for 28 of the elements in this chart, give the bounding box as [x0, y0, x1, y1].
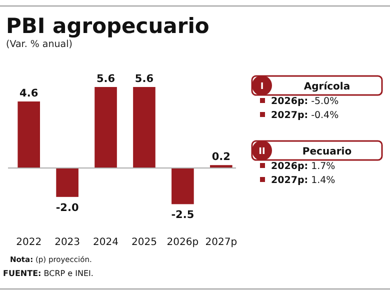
- chart-subtitle: (Var. % anual): [6, 39, 72, 50]
- bar: [133, 87, 156, 168]
- data-label: -2.5: [171, 209, 194, 222]
- text: Agrícola: [304, 82, 350, 92]
- text: I: [260, 82, 264, 92]
- text: 2026p: 1.7%: [271, 161, 336, 172]
- data-label: 4.6: [20, 87, 38, 100]
- bar: [18, 101, 40, 168]
- text: Pecuario: [302, 146, 352, 158]
- x-tick-label: 2024: [93, 237, 118, 248]
- bar: [172, 168, 194, 204]
- text: 2027p: -0.4%: [271, 110, 339, 121]
- data-label: 5.6: [96, 73, 116, 85]
- text: II: [258, 147, 266, 157]
- bar: [56, 168, 78, 197]
- x-tick-label: 2026p: [166, 237, 199, 248]
- bar: [94, 87, 117, 168]
- x-tick-label: 2022: [16, 237, 42, 248]
- x-tick-label: 2023: [54, 237, 80, 248]
- text: 2027p: 1.4%: [271, 175, 336, 186]
- data-label: 5.6: [134, 73, 154, 85]
- source-note: FUENTE: BCRP e INEI.: [3, 269, 94, 278]
- x-tick-label: 2025: [132, 237, 157, 248]
- data-label: -2.0: [56, 202, 79, 214]
- text: 2026p: -5.0%: [271, 96, 339, 107]
- chart-title: PBI agropecuario: [6, 14, 210, 38]
- data-label: 0.2: [212, 151, 230, 164]
- x-tick-label: 2027p: [205, 237, 238, 248]
